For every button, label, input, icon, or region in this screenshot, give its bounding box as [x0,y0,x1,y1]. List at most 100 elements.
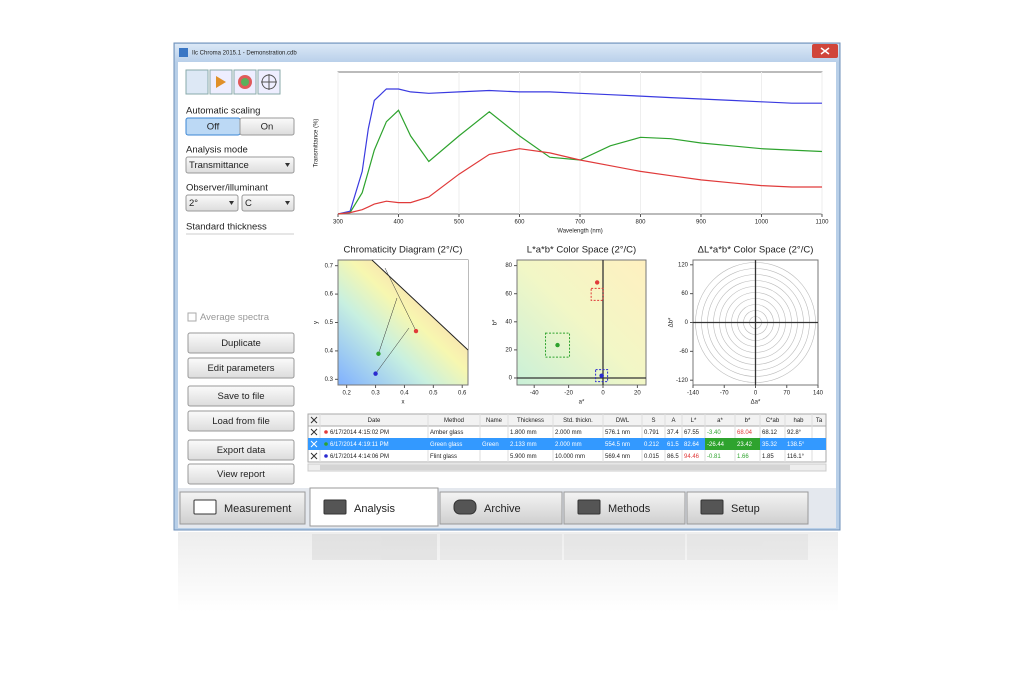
row-marker [324,430,328,434]
button-label: View report [217,469,265,480]
table-cell: -0.81 [707,454,721,460]
table-cell: 5.900 mm [510,454,537,460]
x-tick-label: 700 [575,220,586,226]
window-title: Ilc Chroma 2015.1 - Demonstration.cdb [192,51,297,57]
table-cell: 10.000 mm [555,454,585,460]
table-cell: Green glass [430,442,462,448]
button-label: Duplicate [221,338,261,349]
x-tick-label: 0.3 [371,391,380,397]
spectrum-line [337,88,822,215]
toggle-label: Off [207,122,220,133]
x-tick-label: 800 [635,220,646,226]
x-axis-label: x [402,400,405,406]
table-cell: 569.4 nm [605,454,630,460]
table-cell: 35.32 [762,442,778,448]
label: Analysis mode [186,145,248,156]
y-tick-label: 0.3 [325,377,334,383]
tab-icon [577,499,601,515]
y-tick-label: 120 [678,262,689,268]
button-label: Edit parameters [207,363,274,374]
scroll-thumb[interactable] [320,465,790,470]
x-tick-label: 600 [514,220,525,226]
tolerance-box [545,332,571,358]
toggle-label: On [261,122,274,133]
y-tick-label: 0.4 [325,348,334,354]
dropdown[interactable] [185,194,239,212]
toggle-button[interactable] [239,117,295,136]
column-header: Ta [816,418,823,424]
button[interactable] [187,439,295,461]
chart-title: Chromaticity Diagram (2°/C) [344,245,463,256]
table-header [307,413,827,427]
y-tick-label: 80 [505,263,512,269]
x-tick-label: 400 [393,220,404,226]
table-cell: 0.791 [644,430,660,436]
dropdown-value: Transmittance [189,160,249,171]
dropdown-arrow [285,163,290,167]
plot-area [516,259,647,386]
delete-row[interactable] [310,452,318,460]
button[interactable] [187,463,295,485]
column-header: DWL [616,418,630,424]
table-cell: -26.44 [707,442,725,448]
table-cell: 86.5 [667,454,679,460]
y-tick-label: 0.6 [325,292,334,298]
chart-title: ΔL*a*b* Color Space (2°/C) [698,245,814,256]
selected-row [308,438,826,450]
chart-title: L*a*b* Color Space (2°/C) [527,245,636,256]
x-tick-label: 0.5 [429,391,438,397]
column-header: hab [793,418,804,424]
y-axis-label: Δb* [669,317,675,327]
checkbox[interactable] [187,312,197,322]
y-tick-label: 0 [685,320,689,326]
delete-all[interactable] [310,416,318,424]
x-tick-label: -70 [720,391,729,397]
column-header: A [671,418,675,424]
x-tick-label: 0.4 [400,391,409,397]
checkbox-label: Average spectra [200,312,270,323]
y-tick-label: 20 [505,347,512,353]
column-header: Method [444,418,464,424]
button[interactable] [187,332,295,354]
label: Automatic scaling [186,106,260,117]
dominant-line [378,297,398,354]
table-cell: 82.64 [684,442,700,448]
title-bar [175,44,839,62]
delete-row[interactable] [310,428,318,436]
toolbar-icons [185,69,281,95]
button[interactable] [187,357,295,379]
table-cell: Flint glass [430,454,457,460]
table-cell: 1.85 [762,454,774,460]
table-cell: -3.40 [707,430,721,436]
table-cell: 2.000 mm [555,442,582,448]
tab-label: Setup [731,503,760,515]
dominant-line [384,267,417,332]
dropdown[interactable] [185,156,295,174]
y-tick-label: 40 [505,319,512,325]
column-header: b* [745,418,751,424]
color-point [376,351,381,356]
button[interactable] [187,385,295,407]
x-tick-label: 0 [754,391,758,397]
y-axis-label: b* [493,319,499,325]
app-icon [179,48,188,57]
dropdown-value: C [245,198,252,209]
dropdown[interactable] [241,194,295,212]
tab-icon [323,499,347,515]
x-tick-label: 0 [601,391,605,397]
table-cell: 6/17/2014 4:15:02 PM [330,430,389,436]
table-cell: 23.42 [737,442,753,448]
x-tick-label: 0.2 [342,391,351,397]
tab-icon [193,499,217,515]
column-header: a* [717,418,723,424]
table-cell: Amber glass [430,430,463,436]
tolerance-box [590,287,604,301]
y-tick-label: 60 [505,291,512,297]
y-tick-label: 0.5 [325,320,334,326]
y-axis-label: y [314,321,320,324]
button[interactable] [187,410,295,432]
x-tick-label: 1100 [816,220,830,226]
delete-row[interactable] [310,440,318,448]
table-cell: 1.800 mm [510,430,537,436]
